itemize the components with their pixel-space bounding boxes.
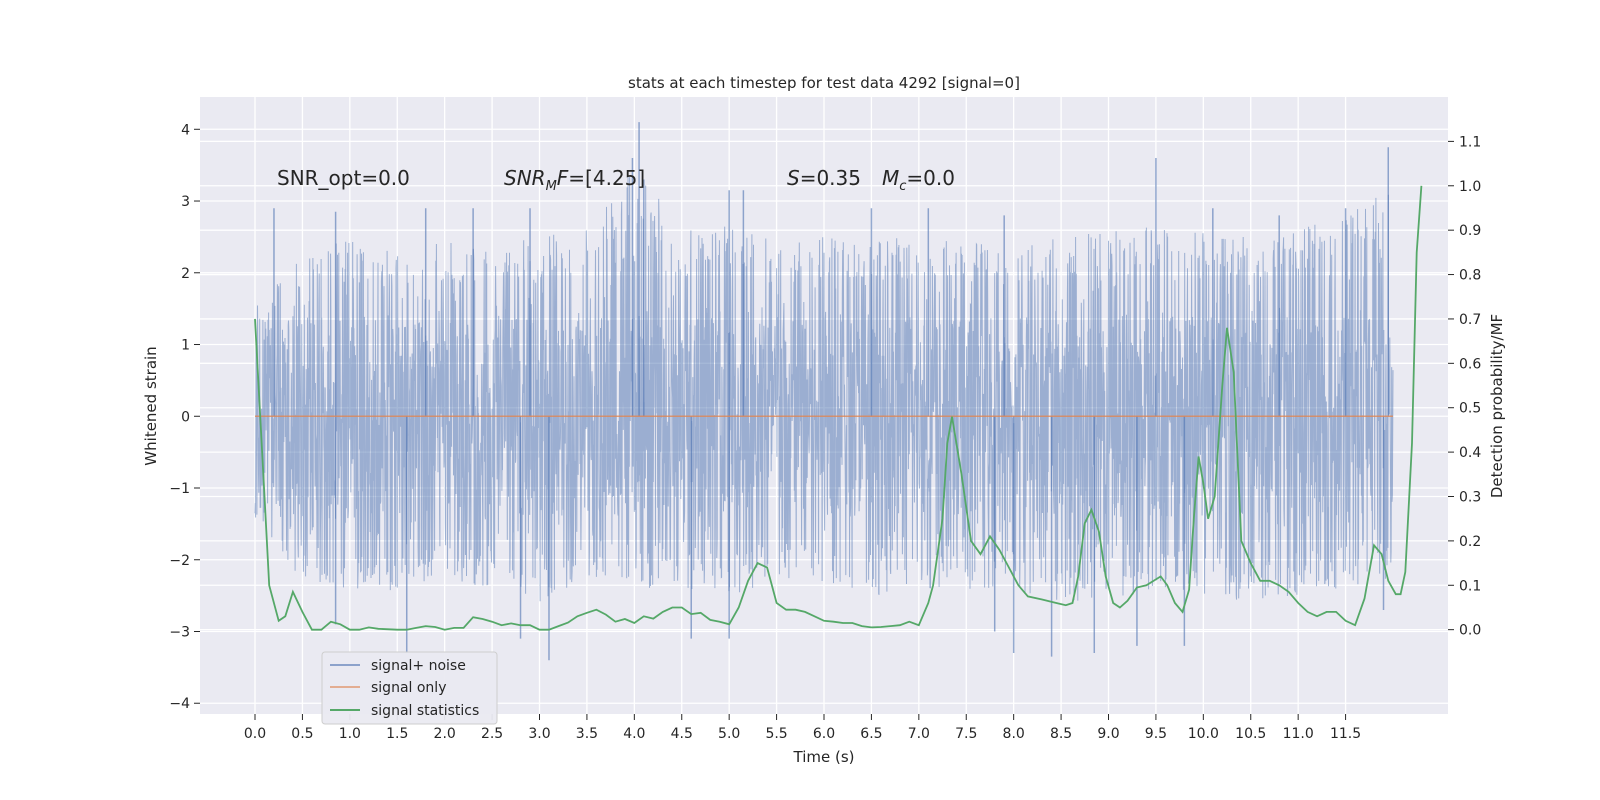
annotation-snr-opt: SNR_opt=0.0 <box>277 166 410 190</box>
x-tick-label: 11.5 <box>1330 726 1361 742</box>
legend-box <box>321 651 498 725</box>
x-tick-label: 0.0 <box>244 726 266 742</box>
chart-title: stats at each timestep for test data 429… <box>628 74 1020 92</box>
x-tick-label: 2.5 <box>481 726 503 742</box>
signal-statistics-series <box>254 185 1423 631</box>
right-y-tick-label: 0.0 <box>1459 623 1481 639</box>
signal-noise-series <box>254 122 1394 661</box>
right-y-tick-label: 0.9 <box>1459 223 1481 239</box>
x-axis: 0.0 0.5 1.0 1.5 2.0 2.5 3.0 3.5 4.0 4.5 5.0 5.5 6.0 6… <box>244 714 1361 742</box>
right-y-tick-label: 0.3 <box>1459 489 1481 505</box>
right-y-tick-label: 0.4 <box>1459 445 1481 461</box>
mc-main: M <box>882 166 899 190</box>
x-tick-label: 4.5 <box>671 726 693 742</box>
x-tick-label: 1.5 <box>386 726 408 742</box>
x-tick-label: 5.0 <box>718 726 740 742</box>
s-rest: =0.35 <box>800 166 861 190</box>
y-tick-label: 3 <box>181 194 190 210</box>
snr-mf-main: SNR <box>504 166 546 190</box>
right-y-tick-label: 0.2 <box>1459 534 1481 550</box>
right-y-tick-label: 1.1 <box>1459 134 1481 150</box>
y-axis-right: 0.0 0.1 0.2 0.3 0.4 0.5 0.6 0.7 0.8 0.9 1.0 1.1 <box>1448 134 1481 639</box>
y-tick-label: −1 <box>169 481 190 497</box>
legend-label-signal-statistics: signal statistics <box>371 703 479 719</box>
x-tick-label: 7.5 <box>955 726 977 742</box>
x-tick-label: 6.5 <box>860 726 882 742</box>
x-tick-label: 0.5 <box>291 726 313 742</box>
y-tick-label: 4 <box>181 122 190 138</box>
x-axis-label: Time (s) <box>793 748 855 766</box>
x-tick-label: 3.5 <box>576 726 598 742</box>
y-tick-label: 0 <box>181 409 190 425</box>
legend-label-signal-noise: signal+ noise <box>371 658 466 674</box>
right-y-axis-label: Detection probability/MF <box>1488 314 1506 498</box>
y-axis-label: Whitened strain <box>142 346 160 465</box>
y-axis-left: −4 −3 −2 −1 0 1 2 3 4 <box>169 122 200 712</box>
y-tick-label: −3 <box>169 624 190 640</box>
x-tick-label: 8.0 <box>1003 726 1025 742</box>
x-tick-label: 6.0 <box>813 726 835 742</box>
x-tick-label: 10.0 <box>1188 726 1219 742</box>
x-tick-label: 4.0 <box>623 726 645 742</box>
legend: signal+ noise signal only signal statist… <box>321 651 498 725</box>
y-tick-label: −4 <box>169 696 190 712</box>
y-tick-label: 2 <box>181 266 190 282</box>
y-tick-label: −2 <box>169 553 190 569</box>
right-y-tick-label: 1.0 <box>1459 179 1481 195</box>
legend-label-signal-only: signal only <box>371 680 446 696</box>
right-y-tick-label: 0.6 <box>1459 356 1481 372</box>
s-main: S <box>787 166 800 190</box>
x-tick-label: 2.0 <box>434 726 456 742</box>
x-tick-label: 9.5 <box>1145 726 1167 742</box>
x-tick-label: 1.0 <box>339 726 361 742</box>
signal-statistics-line <box>254 185 1423 631</box>
mc-subscript: c <box>899 179 906 194</box>
right-y-tick-label: 0.1 <box>1459 578 1481 594</box>
y-tick-label: 1 <box>181 338 190 354</box>
x-tick-label: 11.0 <box>1283 726 1314 742</box>
x-tick-label: 9.0 <box>1097 726 1119 742</box>
annotation-s: S=0.35 <box>787 166 861 190</box>
right-y-tick-label: 0.7 <box>1459 312 1481 328</box>
x-tick-label: 7.0 <box>908 726 930 742</box>
annotation-mc: Mc=0.0 <box>882 166 955 194</box>
snr-mf-subscript: M <box>546 179 557 194</box>
x-tick-label: 5.5 <box>765 726 787 742</box>
x-tick-label: 10.5 <box>1235 726 1266 742</box>
mc-rest: =0.0 <box>906 166 955 190</box>
snr-mf-rest: =[4.25] <box>568 166 645 190</box>
x-tick-label: 3.0 <box>528 726 550 742</box>
annotation-snr-mf: SNRMF=[4.25] <box>504 166 645 194</box>
right-y-tick-label: 0.5 <box>1459 401 1481 417</box>
snr-mf-rest-f: F <box>557 166 569 190</box>
x-tick-label: 8.5 <box>1050 726 1072 742</box>
right-y-tick-label: 0.8 <box>1459 268 1481 284</box>
